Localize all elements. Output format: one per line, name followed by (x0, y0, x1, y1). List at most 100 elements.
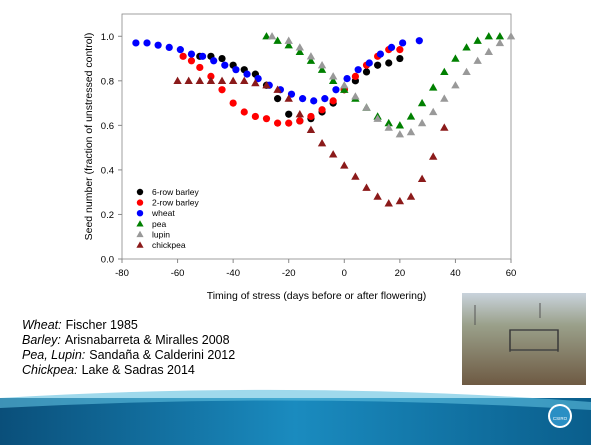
legend-label: 6-row barley (152, 187, 200, 197)
circle-marker (396, 46, 403, 53)
legend-label: wheat (151, 208, 175, 218)
triangle-marker (196, 77, 204, 84)
photo (462, 293, 586, 385)
triangle-marker (329, 72, 337, 79)
circle-marker (241, 108, 248, 115)
triangle-marker (429, 108, 437, 115)
circle-marker (210, 57, 217, 64)
triangle-marker (173, 77, 181, 84)
reference-text: Arisnabarreta & Miralles 2008 (65, 333, 230, 347)
slide: {"chart_data":{"type":"scatter","x_label… (0, 0, 591, 445)
triangle-marker (184, 77, 192, 84)
triangle-marker (296, 43, 304, 50)
triangle-marker (296, 110, 304, 117)
triangle-marker (351, 92, 359, 99)
triangle-marker (373, 192, 381, 199)
triangle-marker (340, 161, 348, 168)
circle-marker (299, 95, 306, 102)
circle-marker (132, 39, 139, 46)
triangle-marker (429, 83, 437, 90)
triangle-marker (351, 172, 359, 179)
circle-marker (399, 39, 406, 46)
circle-marker (321, 95, 328, 102)
triangle-marker (318, 61, 326, 68)
reference: Chickpea:Lake & Sadras 2014 (22, 363, 235, 378)
triangle-marker (285, 37, 293, 44)
circle-marker (330, 97, 337, 104)
circle-marker (188, 50, 195, 57)
legend-marker (136, 220, 143, 226)
reference: Barley:Arisnabarreta & Miralles 2008 (22, 333, 235, 348)
triangle-marker (318, 139, 326, 146)
triangle-marker (418, 119, 426, 126)
circle-marker (285, 120, 292, 127)
triangle-marker (451, 54, 459, 61)
legend-label: lupin (152, 229, 170, 239)
x-tick-label: -20 (282, 268, 296, 279)
triangle-marker (462, 68, 470, 75)
triangle-marker (407, 128, 415, 135)
circle-marker (332, 86, 339, 93)
y-tick-label: 1.0 (101, 32, 114, 43)
x-tick-label: 20 (395, 268, 406, 279)
y-tick-label: 0.4 (101, 165, 114, 176)
circle-marker (310, 97, 317, 104)
x-tick-label: -60 (171, 268, 185, 279)
triangle-marker (473, 37, 481, 44)
x-tick-label: -40 (226, 268, 240, 279)
legend-marker (137, 189, 143, 195)
circle-marker (366, 59, 373, 66)
circle-marker (155, 42, 162, 49)
triangle-marker (268, 32, 276, 39)
triangle-marker (418, 175, 426, 182)
reference-text: Sandaña & Calderini 2012 (89, 348, 235, 362)
circle-marker (274, 120, 281, 127)
circle-marker (180, 53, 187, 60)
circle-marker (377, 50, 384, 57)
circle-marker (243, 71, 250, 78)
y-tick-label: 0.6 (101, 121, 114, 132)
legend-marker (136, 231, 143, 237)
circle-marker (285, 111, 292, 118)
circle-marker (177, 46, 184, 53)
triangle-marker (429, 152, 437, 159)
triangle-marker (462, 43, 470, 50)
circle-marker (143, 39, 150, 46)
triangle-marker (385, 199, 393, 206)
triangle-marker (440, 68, 448, 75)
circle-marker (388, 44, 395, 51)
circle-marker (196, 64, 203, 71)
legend-label: 2-row barley (152, 198, 200, 208)
circle-marker (352, 73, 359, 80)
circle-marker (343, 75, 350, 82)
triangle-marker (329, 150, 337, 157)
y-axis-label: Seed number (fraction of unstressed cont… (83, 33, 95, 241)
legend-label: pea (152, 219, 166, 229)
reference-label: Wheat: (22, 318, 62, 332)
circle-marker (252, 113, 259, 120)
chart: CSIRO 0.00.20.40.60.81.0-80-60-40-200204… (0, 0, 591, 445)
triangle-marker (396, 130, 404, 137)
triangle-marker (485, 48, 493, 55)
x-tick-label: 60 (506, 268, 517, 279)
triangle-marker (473, 57, 481, 64)
circle-marker (230, 99, 237, 106)
triangle-marker (362, 184, 370, 191)
triangle-marker (362, 103, 370, 110)
circle-marker (218, 86, 225, 93)
circle-marker (307, 113, 314, 120)
y-tick-label: 0.8 (101, 76, 114, 87)
circle-marker (166, 44, 173, 51)
triangle-marker (396, 121, 404, 128)
circle-marker (188, 57, 195, 64)
circle-marker (221, 62, 228, 69)
legend-marker (137, 199, 143, 205)
triangle-marker (451, 81, 459, 88)
reference-label: Chickpea: (22, 363, 78, 377)
triangle-marker (407, 112, 415, 119)
legend-marker (137, 210, 143, 216)
triangle-marker (407, 192, 415, 199)
circle-marker (218, 55, 225, 62)
x-axis-label: Timing of stress (days before or after f… (207, 290, 427, 302)
triangle-marker (396, 197, 404, 204)
